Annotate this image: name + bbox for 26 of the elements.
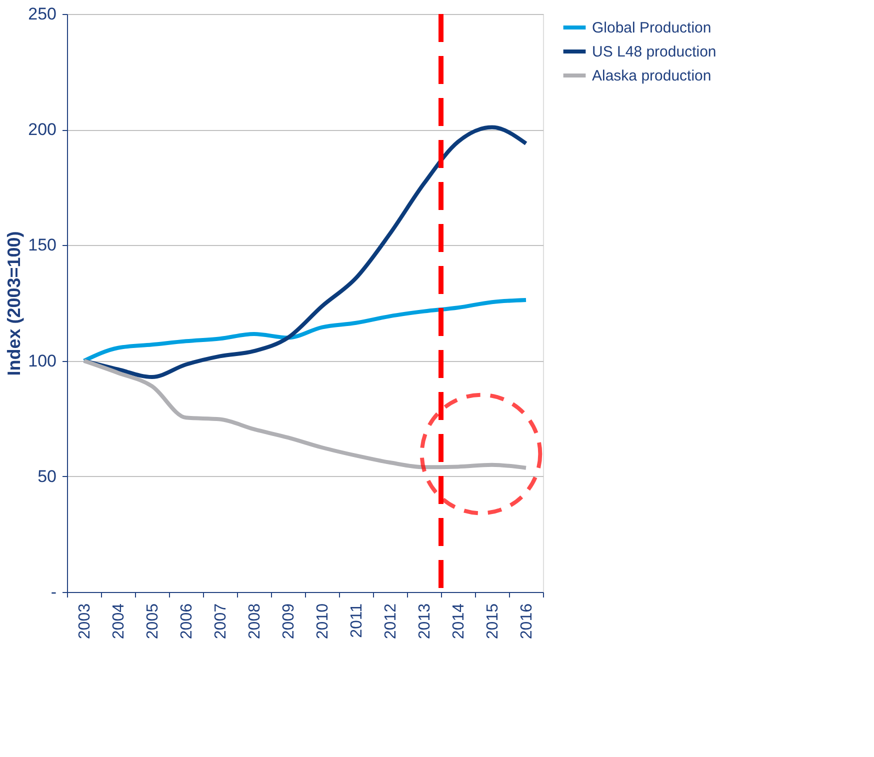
- x-tick-label: 2016: [518, 603, 536, 640]
- x-tick-label: 2010: [314, 603, 332, 640]
- x-tick-label: 2005: [144, 603, 162, 640]
- y-tick-label: -: [50, 582, 56, 602]
- x-tick-label: 2015: [484, 603, 502, 640]
- legend-label: Alaska production: [592, 68, 712, 84]
- legend-label: Global Production: [592, 20, 712, 36]
- x-tick-label: 2007: [212, 603, 230, 640]
- x-tick-label: 2013: [416, 603, 434, 640]
- line-series: [82, 298, 528, 363]
- x-tick-label: 2003: [76, 603, 94, 640]
- y-tick-label: 250: [28, 4, 56, 24]
- line-series: [82, 358, 528, 470]
- y-tick-label: 50: [38, 466, 56, 486]
- x-tick-label: 2011: [348, 603, 366, 638]
- x-tick-label: 2009: [280, 603, 298, 640]
- x-tick-label: 2006: [178, 603, 196, 640]
- x-tick-label: 2004: [110, 603, 128, 640]
- y-tick-label: 200: [28, 120, 56, 140]
- y-axis-title: Index (2003=100): [4, 231, 24, 376]
- x-tick-label: 2014: [450, 603, 468, 640]
- legend-label: US L48 production: [592, 44, 716, 60]
- y-tick-label: 150: [28, 236, 56, 255]
- y-tick-label: 100: [28, 351, 56, 370]
- x-tick-label: 2008: [246, 603, 264, 640]
- x-tick-label: 2012: [382, 603, 400, 640]
